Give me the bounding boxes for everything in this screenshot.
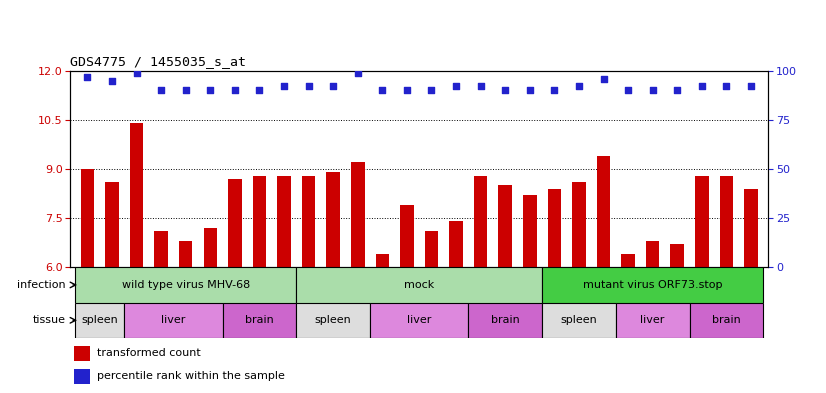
Point <box>719 83 733 90</box>
Point <box>351 70 364 76</box>
Text: wild type virus MHV-68: wild type virus MHV-68 <box>121 280 249 290</box>
Text: percentile rank within the sample: percentile rank within the sample <box>97 371 285 381</box>
Bar <box>542 303 616 338</box>
Bar <box>278 176 291 267</box>
Point <box>106 77 119 84</box>
Bar <box>297 303 370 338</box>
Bar <box>548 189 561 267</box>
Bar <box>253 176 266 267</box>
Text: brain: brain <box>712 315 741 325</box>
Bar <box>474 176 487 267</box>
Text: brain: brain <box>245 315 274 325</box>
Bar <box>719 176 733 267</box>
Bar <box>376 254 389 267</box>
Text: liver: liver <box>407 315 431 325</box>
Bar <box>75 303 124 338</box>
Bar <box>425 231 439 267</box>
Bar <box>621 254 635 267</box>
Point <box>326 83 339 90</box>
Bar <box>449 221 463 267</box>
Bar <box>301 176 316 267</box>
Text: spleen: spleen <box>561 315 597 325</box>
Point <box>597 75 610 82</box>
Point <box>523 87 536 94</box>
Bar <box>400 205 414 267</box>
Point <box>425 87 438 94</box>
Bar <box>498 185 512 267</box>
Point <box>302 83 316 90</box>
Point <box>130 70 143 76</box>
Text: mutant virus ORF73.stop: mutant virus ORF73.stop <box>583 280 723 290</box>
Point <box>179 87 192 94</box>
Point <box>376 87 389 94</box>
Point <box>744 83 757 90</box>
Point <box>204 87 217 94</box>
Bar <box>744 189 757 267</box>
Bar <box>154 231 168 267</box>
Point <box>253 87 266 94</box>
Bar <box>523 195 537 267</box>
Bar <box>596 156 610 267</box>
Bar <box>616 303 690 338</box>
Point <box>621 87 634 94</box>
Point <box>278 83 291 90</box>
Bar <box>105 182 119 267</box>
Bar <box>179 241 192 267</box>
Point <box>154 87 168 94</box>
Bar <box>297 267 542 303</box>
Text: infection: infection <box>17 280 66 290</box>
Point <box>499 87 512 94</box>
Text: spleen: spleen <box>315 315 352 325</box>
Bar <box>671 244 684 267</box>
Bar <box>351 162 364 267</box>
Point <box>81 73 94 80</box>
Bar <box>81 169 94 267</box>
Bar <box>74 369 91 384</box>
Bar <box>646 241 659 267</box>
Point <box>449 83 463 90</box>
Bar <box>75 267 297 303</box>
Point <box>646 87 659 94</box>
Bar <box>468 303 542 338</box>
Point <box>474 83 487 90</box>
Text: mock: mock <box>404 280 434 290</box>
Bar <box>124 303 222 338</box>
Point <box>695 83 709 90</box>
Text: GDS4775 / 1455035_s_at: GDS4775 / 1455035_s_at <box>70 55 246 68</box>
Point <box>671 87 684 94</box>
Text: liver: liver <box>161 315 186 325</box>
Bar <box>690 303 763 338</box>
Bar <box>203 228 217 267</box>
Bar <box>130 123 144 267</box>
Point <box>548 87 561 94</box>
Bar <box>695 176 709 267</box>
Text: brain: brain <box>491 315 520 325</box>
Point <box>401 87 414 94</box>
Text: spleen: spleen <box>81 315 118 325</box>
Point <box>572 83 586 90</box>
Bar <box>74 346 91 361</box>
Bar <box>326 172 340 267</box>
Text: transformed count: transformed count <box>97 348 202 358</box>
Text: tissue: tissue <box>33 315 66 325</box>
Bar <box>542 267 763 303</box>
Text: liver: liver <box>640 315 665 325</box>
Bar <box>370 303 468 338</box>
Bar <box>572 182 586 267</box>
Bar <box>228 179 242 267</box>
Point <box>228 87 241 94</box>
Bar <box>222 303 297 338</box>
